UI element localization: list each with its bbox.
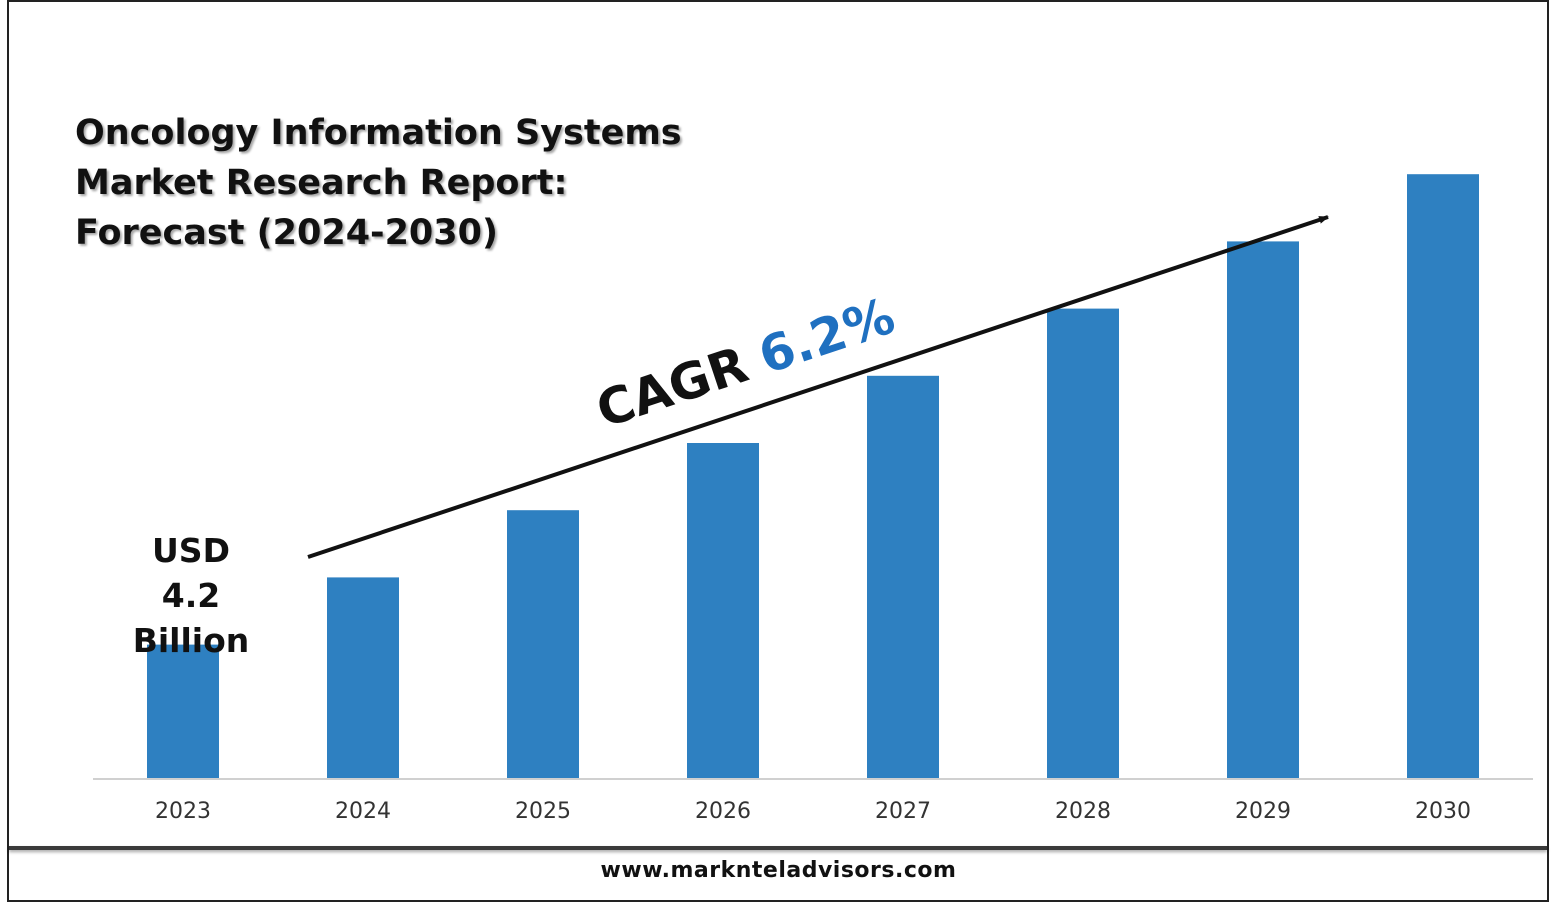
cagr-annotation: CAGR6.2% [589, 287, 901, 440]
trend-arrow [308, 217, 1328, 557]
x-tick-2025: 2025 [515, 799, 571, 824]
cagr-value: 6.2% [752, 287, 902, 386]
bar-2030 [1407, 174, 1479, 779]
x-tick-2027: 2027 [875, 799, 931, 824]
x-tick-2028: 2028 [1055, 799, 1111, 824]
x-tick-2029: 2029 [1235, 799, 1291, 824]
x-tick-2026: 2026 [695, 799, 751, 824]
bars-group [147, 174, 1479, 779]
website-url: www.marknteladvisors.com [0, 858, 1557, 883]
cagr-label: CAGR [589, 335, 754, 439]
bar-chart: 2023 2024 2025 2026 2027 2028 2029 2030 CAGR6.2… [0, 0, 1557, 905]
first-value-label: USD 4.2 Billion [133, 531, 250, 660]
first-value-line-2: 4.2 [162, 576, 220, 615]
bar-2023 [147, 645, 219, 779]
x-tick-2030: 2030 [1415, 799, 1471, 824]
bar-2025 [507, 510, 579, 779]
first-value-line-1: USD [152, 531, 230, 570]
first-value-line-3: Billion [133, 621, 250, 660]
bar-2029 [1227, 241, 1299, 779]
bar-2024 [327, 577, 399, 779]
x-tick-2023: 2023 [155, 799, 211, 824]
footer-divider [9, 846, 1547, 850]
x-tick-labels: 2023 2024 2025 2026 2027 2028 2029 2030 [155, 799, 1471, 824]
bar-2027 [867, 376, 939, 779]
x-tick-2024: 2024 [335, 799, 391, 824]
bar-2028 [1047, 309, 1119, 779]
bar-2026 [687, 443, 759, 779]
